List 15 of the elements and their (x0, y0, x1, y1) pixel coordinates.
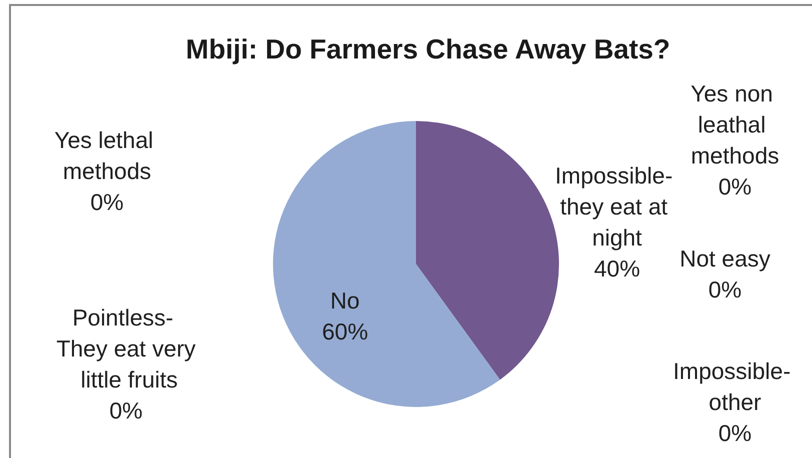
text: 0% (718, 174, 752, 200)
text: 0% (708, 276, 742, 302)
data-label: 60% (322, 318, 368, 344)
chart-title: Mbiji: Do Farmers Chase Away Bats? (186, 34, 670, 64)
category-label: Pointless- They eat very little fruits (56, 304, 196, 392)
text: 0% (90, 189, 124, 215)
data-label: 40% (594, 256, 640, 282)
slice-label: No (330, 288, 360, 314)
slice-label: Impossible- they eat at night (555, 162, 679, 250)
category-label: Impossible- other (673, 358, 791, 415)
category-label: Not easy (680, 246, 770, 272)
text: 0% (109, 398, 143, 424)
text: 0% (718, 420, 752, 446)
category-label: Yes non leathal methods (690, 80, 780, 168)
category-label: Yes lethal methods (54, 127, 154, 184)
